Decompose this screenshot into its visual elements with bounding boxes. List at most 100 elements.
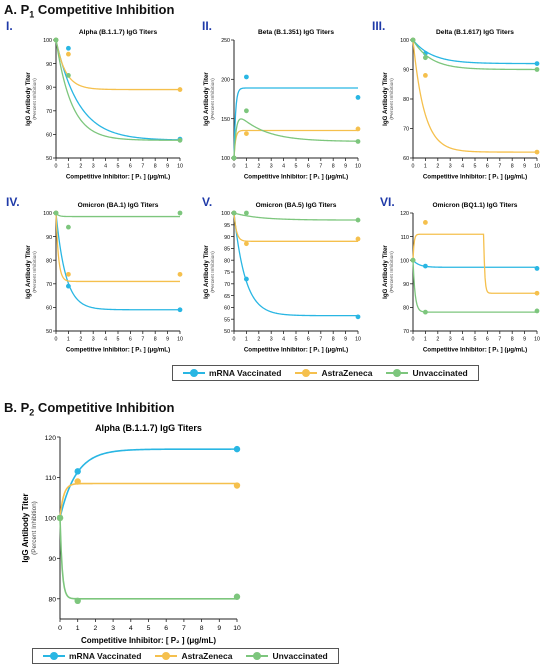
y-tick-label: 80 bbox=[46, 258, 52, 264]
y-tick-label: 250 bbox=[221, 38, 230, 44]
x-tick-label: 3 bbox=[449, 336, 452, 342]
y-tick-label: 70 bbox=[46, 282, 52, 288]
x-tick-label: 7 bbox=[498, 336, 501, 342]
x-tick-label: 5 bbox=[117, 336, 120, 342]
x-tick-label: 0 bbox=[233, 336, 236, 342]
y-axis-label: IgG Antibody Titer bbox=[203, 72, 210, 126]
x-tick-label: 10 bbox=[177, 163, 183, 169]
series-line-astrazeneca bbox=[59, 482, 237, 518]
x-tick-label: 1 bbox=[245, 163, 248, 169]
x-tick-label: 7 bbox=[141, 336, 144, 342]
data-point bbox=[177, 210, 183, 216]
data-point bbox=[423, 263, 428, 269]
x-tick-label: 10 bbox=[355, 163, 361, 169]
x-tick-label: 5 bbox=[295, 336, 298, 342]
x-tick-label: 2 bbox=[94, 625, 98, 632]
x-tick-label: 9 bbox=[166, 163, 169, 169]
series-line-astrazeneca bbox=[55, 39, 180, 91]
x-tick-label: 4 bbox=[104, 163, 107, 169]
x-tick-label: 9 bbox=[166, 336, 169, 342]
y-tick-label: 200 bbox=[221, 78, 230, 84]
legend-b-item: Unvaccinated bbox=[246, 651, 328, 661]
series-line-unvaccinated bbox=[233, 212, 358, 221]
data-point bbox=[74, 597, 81, 604]
legend-swatch-dot bbox=[393, 369, 402, 377]
data-point bbox=[534, 149, 540, 155]
x-tick-label: 9 bbox=[523, 163, 526, 169]
y-tick-label: 100 bbox=[45, 516, 57, 523]
x-tick-label: 7 bbox=[319, 336, 322, 342]
x-tick-label: 6 bbox=[486, 163, 489, 169]
x-tick-label: 4 bbox=[282, 336, 285, 342]
data-point bbox=[66, 283, 71, 289]
data-point bbox=[53, 37, 59, 43]
series-line-unvaccinated bbox=[59, 517, 237, 600]
x-tick-label: 8 bbox=[332, 163, 335, 169]
legend-label: mRNA Vaccinated bbox=[209, 368, 282, 378]
data-point bbox=[74, 468, 81, 475]
series-line-mrna-vaccinated bbox=[233, 212, 358, 317]
series-line-mrna-vaccinated bbox=[412, 259, 537, 268]
x-tick-label: 0 bbox=[55, 163, 58, 169]
y-tick-label: 90 bbox=[46, 62, 52, 68]
x-tick-label: 2 bbox=[79, 336, 82, 342]
chart-title: Omicron (BA.5) IgG Titers bbox=[256, 202, 337, 209]
data-point bbox=[355, 126, 361, 132]
x-tick-label: 9 bbox=[217, 625, 221, 632]
legend-label: AstraZeneca bbox=[181, 651, 233, 661]
y-tick-label: 90 bbox=[403, 282, 409, 288]
legend-b-item: mRNA Vaccinated bbox=[43, 651, 141, 661]
y-tick-label: 120 bbox=[400, 211, 409, 217]
chart-panel-II: II. Beta (B.1.351) IgG Titers100150200250… bbox=[202, 19, 361, 180]
series-line-unvaccinated bbox=[55, 212, 180, 218]
y-axis-sublabel: (Percent Inhibition) bbox=[32, 78, 38, 120]
series-line-mrna-vaccinated bbox=[55, 212, 180, 311]
y-axis-sublabel: (Percent Inhibition) bbox=[32, 251, 38, 293]
series-line-astrazeneca bbox=[233, 212, 358, 242]
legend-a: mRNA Vaccinated AstraZeneca Unvaccinated bbox=[172, 365, 479, 381]
x-tick-label: 9 bbox=[523, 336, 526, 342]
x-tick-label: 4 bbox=[282, 163, 285, 169]
series-line-unvaccinated bbox=[412, 260, 537, 313]
x-tick-label: 7 bbox=[141, 163, 144, 169]
x-tick-label: 5 bbox=[295, 163, 298, 169]
x-tick-label: 6 bbox=[486, 336, 489, 342]
series-line-mrna-vaccinated bbox=[412, 39, 537, 65]
data-point bbox=[177, 307, 183, 313]
legend-swatch-dot bbox=[190, 369, 198, 377]
y-axis-label: IgG Antibody Titer bbox=[382, 245, 389, 299]
series-line-astrazeneca bbox=[233, 129, 358, 159]
x-tick-label: 5 bbox=[117, 163, 120, 169]
panel-roman-label: I. bbox=[6, 19, 13, 33]
series-line-mrna-vaccinated bbox=[55, 39, 181, 141]
x-tick-label: 9 bbox=[344, 163, 347, 169]
series-line-mrna-vaccinated bbox=[233, 87, 358, 159]
legend-label: Unvaccinated bbox=[272, 651, 328, 661]
legend-a-item: Unvaccinated bbox=[386, 368, 468, 378]
y-tick-label: 60 bbox=[46, 133, 52, 139]
legend-swatch-dot bbox=[162, 652, 171, 660]
y-axis-sublabel: (Percent Inhibition) bbox=[389, 251, 395, 293]
y-tick-label: 150 bbox=[221, 117, 230, 123]
y-tick-label: 50 bbox=[46, 156, 52, 162]
y-tick-label: 110 bbox=[45, 475, 56, 482]
data-point bbox=[410, 37, 416, 43]
data-point bbox=[355, 236, 361, 242]
x-tick-label: 4 bbox=[104, 336, 107, 342]
x-tick-label: 3 bbox=[92, 336, 95, 342]
y-tick-label: 65 bbox=[224, 294, 230, 300]
data-point bbox=[231, 155, 237, 161]
y-tick-label: 100 bbox=[400, 258, 409, 264]
y-tick-label: 90 bbox=[403, 68, 409, 74]
y-tick-label: 80 bbox=[224, 258, 230, 264]
y-tick-label: 90 bbox=[46, 235, 52, 241]
y-tick-label: 120 bbox=[45, 435, 57, 442]
y-axis-label: IgG Antibody Titer bbox=[25, 245, 32, 299]
x-tick-label: 2 bbox=[257, 336, 260, 342]
x-tick-label: 7 bbox=[498, 163, 501, 169]
chart-title: Delta (B.1.617) IgG Titers bbox=[436, 29, 514, 36]
y-axis-label: IgG Antibody Titer bbox=[203, 245, 210, 299]
data-point bbox=[355, 95, 361, 100]
x-tick-label: 2 bbox=[436, 163, 439, 169]
